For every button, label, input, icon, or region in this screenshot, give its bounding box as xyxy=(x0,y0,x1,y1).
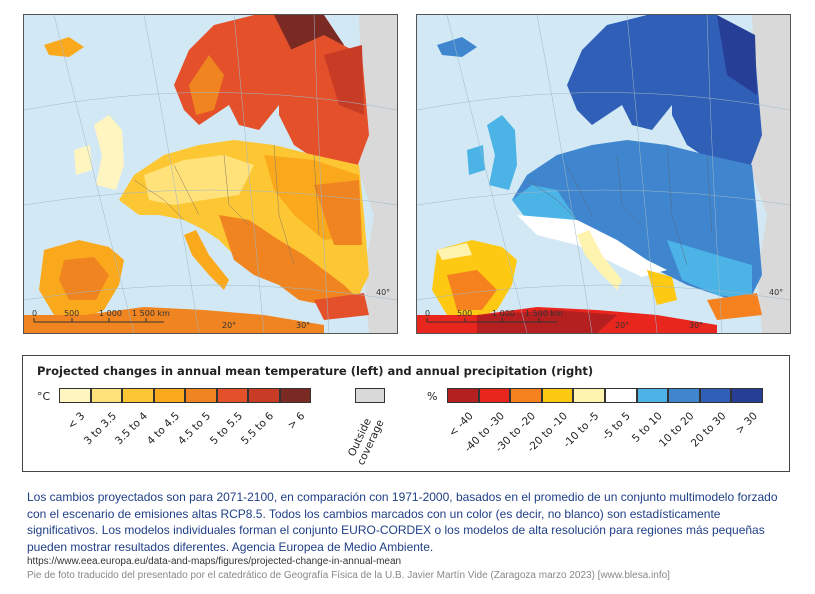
map-legend: Projected changes in annual mean tempera… xyxy=(22,355,790,472)
svg-text:1 000: 1 000 xyxy=(492,309,515,318)
temperature-swatch xyxy=(185,388,217,403)
precipitation-swatch xyxy=(541,388,574,403)
svg-text:1 500 km: 1 500 km xyxy=(525,309,563,318)
temperature-swatch xyxy=(153,388,185,403)
precipitation-swatch xyxy=(478,388,511,403)
svg-text:30°: 30° xyxy=(296,321,310,330)
temperature-change-map: 0 500 1 000 1 500 km 20° 30° 40° xyxy=(23,14,398,334)
svg-text:20°: 20° xyxy=(615,321,629,330)
precipitation-class-label: -5 to 5 xyxy=(600,410,634,443)
precipitation-class-label: > 30 xyxy=(733,410,760,437)
svg-text:40°: 40° xyxy=(769,288,783,297)
scale-bar: 0 500 1 000 1 500 km xyxy=(32,309,170,323)
precipitation-swatch xyxy=(668,388,700,403)
svg-text:0: 0 xyxy=(32,309,37,318)
precipitation-map-graphic: 0 500 1 000 1 500 km 20° 30° 40° xyxy=(417,15,790,333)
svg-text:1 000: 1 000 xyxy=(99,309,122,318)
temperature-class-label: 5.5 to 6 xyxy=(239,410,277,448)
temperature-map-graphic: 0 500 1 000 1 500 km 20° 30° 40° xyxy=(24,15,397,333)
temperature-class-label: 3.5 to 4 xyxy=(113,410,151,448)
svg-text:500: 500 xyxy=(64,309,79,318)
temperature-swatch xyxy=(122,388,154,403)
temperature-swatch xyxy=(279,388,311,403)
precipitation-swatch xyxy=(731,388,763,403)
precipitation-swatch xyxy=(447,388,479,403)
temperature-class-label: 4 to 4.5 xyxy=(144,410,182,448)
source-url: https://www.eea.europa.eu/data-and-maps/… xyxy=(27,556,402,567)
svg-text:20°: 20° xyxy=(222,321,236,330)
temperature-swatch xyxy=(248,388,280,403)
precipitation-swatch xyxy=(636,388,669,403)
temperature-swatch xyxy=(59,388,91,403)
outside-coverage-swatch xyxy=(355,388,385,403)
temperature-class-label: 4.5 to 5 xyxy=(176,410,214,448)
svg-text:30°: 30° xyxy=(689,321,703,330)
precipitation-swatch xyxy=(573,388,605,403)
temperature-swatch xyxy=(216,388,248,403)
temperature-unit: °C xyxy=(37,390,51,403)
temperature-class-label: 5 to 5.5 xyxy=(207,410,245,448)
precipitation-change-map: 0 500 1 000 1 500 km 20° 30° 40° xyxy=(416,14,791,334)
precipitation-swatch xyxy=(605,388,637,403)
scale-bar: 0 500 1 000 1 500 km xyxy=(425,309,563,323)
precipitation-swatch xyxy=(699,388,732,403)
temperature-class-label: 3 to 3.5 xyxy=(81,410,119,448)
precipitation-swatch xyxy=(510,388,542,403)
svg-text:40°: 40° xyxy=(376,288,390,297)
precipitation-unit: % xyxy=(427,390,438,403)
temperature-swatch xyxy=(90,388,122,403)
precipitation-class-label: < -40 xyxy=(446,410,476,440)
outside-coverage-label: Outside coverage xyxy=(345,416,387,468)
legend-title: Projected changes in annual mean tempera… xyxy=(37,364,594,378)
temperature-class-label: < 3 xyxy=(65,410,88,432)
svg-text:0: 0 xyxy=(425,309,430,318)
svg-text:500: 500 xyxy=(457,309,472,318)
temperature-class-label: > 6 xyxy=(285,410,308,432)
caption: Los cambios proyectados son para 2071-21… xyxy=(27,490,778,554)
credit-line: Pie de foto traducido del presentado por… xyxy=(27,570,670,581)
svg-text:1 500 km: 1 500 km xyxy=(132,309,170,318)
